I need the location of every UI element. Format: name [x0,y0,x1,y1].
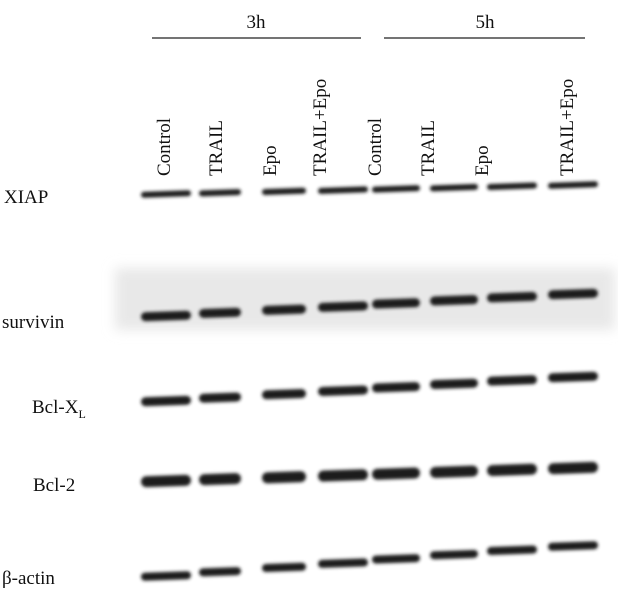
band [548,462,598,475]
band [548,541,598,551]
row-label: survivin [2,312,65,333]
band [372,185,420,193]
band [262,304,306,315]
band [372,382,420,393]
band [262,389,306,400]
lane-label: Epo [260,145,281,176]
band [199,392,241,402]
band [262,563,306,573]
band [262,188,306,196]
band [430,465,478,478]
lane-label: TRAIL+Epo [557,79,578,176]
band [141,190,191,198]
band [487,545,537,555]
group-label: 5h [476,12,496,33]
row-label-subscript: L [78,407,85,421]
band [487,375,537,386]
lane-label: TRAIL+Epo [310,79,331,176]
lane-label: TRAIL [418,120,439,176]
row-label: XIAP [4,187,48,208]
lane-label: Epo [472,145,493,176]
band [430,379,478,390]
band [487,292,537,303]
bands [141,181,598,581]
band [487,463,537,476]
band [199,473,241,485]
row-label: Bcl-2 [33,475,75,496]
band [548,181,598,189]
row-label-main: Bcl-X [32,397,79,418]
lane-label: Control [154,118,175,176]
band [430,184,478,192]
band [199,308,241,318]
row-label: β-actin [2,568,55,589]
band [548,372,598,383]
lane-labels: Control TRAIL Epo TRAIL+Epo Control TRAIL Epo T… [154,79,578,176]
band [141,311,191,322]
lane-label: Control [365,118,386,176]
band [318,385,368,396]
band [430,295,478,306]
band [430,550,478,560]
band [318,469,368,482]
band [199,189,241,196]
blot-background [115,268,615,330]
lane-label: TRAIL [206,120,227,176]
band [199,567,241,576]
western-blot-figure: 3h 5h XIAP survivin Bcl-XL Bcl-2 β-actin… [0,0,618,591]
row-label: Bcl-XL [32,397,86,421]
band [318,558,368,568]
band [141,571,191,581]
band [487,182,537,190]
group-label: 3h [247,12,267,33]
band [141,475,191,488]
band [372,467,420,480]
band [372,554,420,564]
band [141,396,191,407]
band [372,298,420,309]
band [318,186,368,194]
band [548,289,598,300]
band [262,471,306,484]
band [318,301,368,312]
